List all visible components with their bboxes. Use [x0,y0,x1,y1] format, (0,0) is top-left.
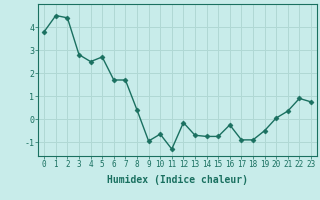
X-axis label: Humidex (Indice chaleur): Humidex (Indice chaleur) [107,175,248,185]
